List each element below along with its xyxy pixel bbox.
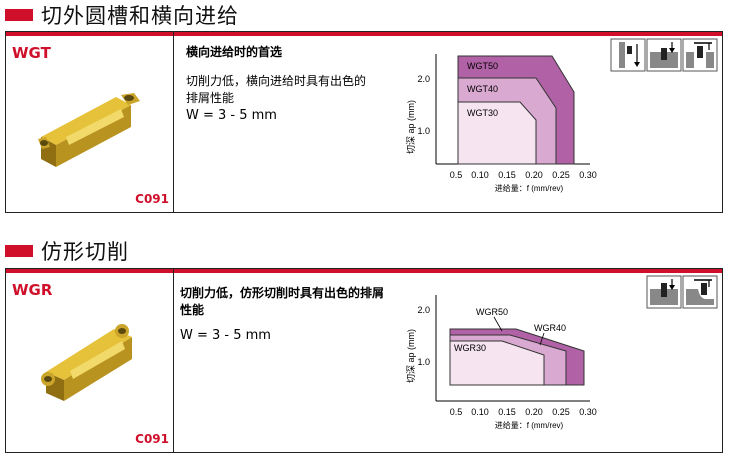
description-line: 切削力低，仿形切削时具有出色的排屑 — [180, 286, 385, 300]
operation-icons — [646, 275, 718, 309]
y-tick-label: 1.0 — [417, 357, 430, 367]
x-tick-label: 0.20 — [525, 407, 543, 417]
profiling-icon — [682, 275, 718, 309]
x-tick-label: 0.5 — [450, 170, 463, 180]
series-label: WGR50 — [476, 307, 508, 317]
application-chart: WGT50 WGT40 WGT30 2.0 1.0 切深 ap (mm) 0.5… — [406, 54, 597, 193]
x-axis-label: 进给量：f (mm/rev) — [495, 183, 564, 193]
product-panel-wgt: WGT C091 横向进给时的首选 切削力低，横向进给时具有出色的 排屑性能 W… — [5, 31, 723, 213]
insert-image — [41, 324, 132, 401]
x-axis-label: 进给量：f (mm/rev) — [495, 420, 564, 430]
area-wgr30 — [449, 340, 545, 386]
product-column: WGR C091 — [6, 269, 174, 452]
x-tick-label: 0.25 — [552, 170, 570, 180]
x-tick-label: 0.25 — [552, 407, 570, 417]
x-tick-label: 0.10 — [471, 407, 489, 417]
panel-accent-bar — [6, 32, 722, 36]
x-tick-label: 0.30 — [579, 170, 597, 180]
product-code: WGR — [12, 281, 53, 299]
series-label: WGT50 — [467, 61, 498, 71]
product-column: WGT C091 — [6, 32, 174, 212]
section-title: 仿形切削 — [41, 240, 129, 264]
x-tick-label: 0.10 — [471, 170, 489, 180]
description: 横向进给时的首选 切削力低，横向进给时具有出色的 排屑性能 W = 3 - 5 … — [186, 44, 366, 124]
x-tick-label: 0.15 — [498, 170, 516, 180]
product-panel-wgr: WGR C091 切削力低，仿形切削时具有出色的排屑 性能 W = 3 - 5 … — [5, 268, 723, 453]
width-spec: W = 3 - 5 mm — [186, 108, 277, 123]
series-label: WGT40 — [467, 84, 498, 94]
description-line: 排屑性能 — [186, 91, 235, 105]
insert-image — [38, 93, 140, 167]
description: 切削力低，仿形切削时具有出色的排屑 性能 W = 3 - 5 mm — [180, 285, 384, 344]
y-tick-label: 2.0 — [417, 74, 430, 84]
area-wgt30 — [457, 101, 537, 165]
x-tick-label: 0.30 — [579, 407, 597, 417]
grooving-icon — [646, 38, 682, 72]
series-label: WGR40 — [534, 323, 566, 333]
application-chart: WGR50 WGR40 WGR30 2.0 1.0 切深 ap (mm) 0.5… — [406, 295, 597, 430]
x-tick-label: 0.5 — [450, 407, 463, 417]
series-label: WGT30 — [467, 108, 498, 118]
section-header-profiling: 仿形切削 — [5, 236, 129, 266]
operation-icons — [610, 38, 718, 72]
y-axis-label: 切深 ap (mm) — [406, 329, 416, 383]
y-axis-label: 切深 ap (mm) — [406, 100, 416, 154]
description-line: 切削力低，横向进给时具有出色的 — [186, 74, 367, 88]
grooving-icon — [646, 275, 682, 309]
y-tick-label: 1.0 — [417, 126, 430, 136]
face-grooving-icon — [682, 38, 718, 72]
description-line: 性能 — [180, 303, 205, 317]
description-line: 横向进给时的首选 — [186, 45, 283, 59]
product-code: WGT — [12, 44, 51, 62]
catalog-page: C091 — [135, 432, 169, 446]
width-spec: W = 3 - 5 mm — [180, 328, 271, 343]
catalog-page: C091 — [135, 192, 169, 206]
y-tick-label: 2.0 — [417, 305, 430, 315]
section-header-grooving: 切外圆槽和横向进给 — [5, 0, 239, 30]
panel-accent-bar — [6, 269, 722, 273]
x-tick-label: 0.20 — [525, 170, 543, 180]
section-title: 切外圆槽和横向进给 — [41, 4, 239, 28]
longitudinal-turning-icon — [610, 38, 646, 72]
section-marker — [5, 245, 33, 257]
series-label: WGR30 — [454, 343, 486, 353]
section-marker — [5, 9, 33, 21]
x-tick-label: 0.15 — [498, 407, 516, 417]
